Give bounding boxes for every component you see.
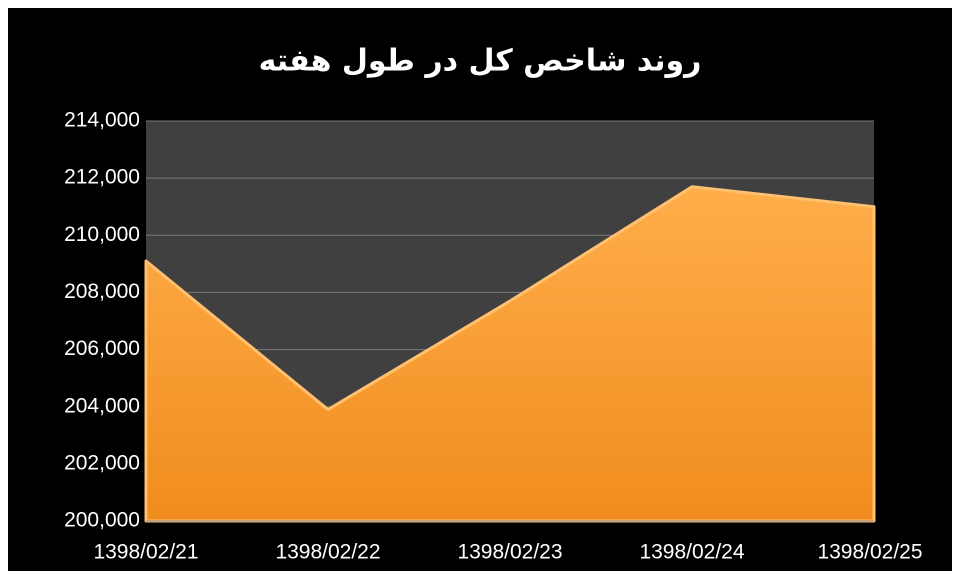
y-tick-label: 212,000 <box>64 166 140 189</box>
x-tick-label: 1398/02/25 <box>817 541 922 564</box>
x-tick-label: 1398/02/23 <box>457 541 562 564</box>
y-tick-label: 204,000 <box>64 394 140 417</box>
y-tick-label: 210,000 <box>64 223 140 246</box>
y-tick-label: 214,000 <box>64 109 140 132</box>
y-tick-label: 202,000 <box>64 451 140 474</box>
y-tick-label: 200,000 <box>64 509 140 532</box>
x-tick-label: 1398/02/22 <box>275 541 380 564</box>
chart-title: روند شاخص کل در طول هفته <box>259 44 702 79</box>
area <box>144 185 876 523</box>
y-tick-label: 208,000 <box>64 280 140 303</box>
x-tick-label: 1398/02/21 <box>93 541 198 564</box>
x-tick-label: 1398/02/24 <box>639 541 744 564</box>
y-tick-label: 206,000 <box>64 337 140 360</box>
